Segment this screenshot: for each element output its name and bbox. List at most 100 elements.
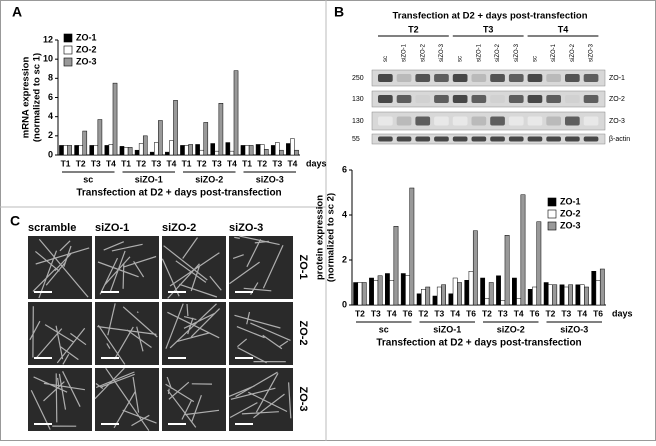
marker-label: 250 <box>352 75 364 82</box>
bar <box>496 275 501 306</box>
bar <box>393 226 399 306</box>
bar <box>436 286 442 306</box>
bar <box>527 289 533 306</box>
bar <box>119 146 125 156</box>
bar <box>142 135 148 156</box>
y-tick-label: 6 <box>342 164 347 174</box>
blot-title: Transfection at D2 + days post-transfect… <box>392 11 587 22</box>
blot-band <box>415 74 431 82</box>
cell-border <box>97 241 157 295</box>
cell-border <box>30 371 85 430</box>
bar <box>229 150 235 156</box>
bar <box>532 286 537 306</box>
blot-band <box>508 116 524 126</box>
group-label: siZO-2 <box>195 174 223 184</box>
bar <box>448 293 454 306</box>
lane-label: siZO-2 <box>495 43 501 62</box>
row-label: ZO-1 <box>297 254 309 279</box>
x-tick-label: T3 <box>272 158 282 168</box>
legend-swatch <box>547 197 557 207</box>
lane-label: siZO-2 <box>570 43 576 62</box>
bar <box>452 277 458 306</box>
bar <box>214 150 220 156</box>
x-tick-label: T2 <box>76 158 86 168</box>
bar <box>500 300 506 306</box>
x-tick-label: T3 <box>561 308 571 318</box>
y-tick-label: 10 <box>43 54 53 64</box>
x-tick-label: T3 <box>371 308 381 318</box>
bar <box>480 277 486 306</box>
column-label: scramble <box>28 222 76 234</box>
blot-band <box>434 95 449 103</box>
legend-swatch <box>547 209 557 219</box>
y-axis-label: (normalized to sc 2) <box>326 193 337 282</box>
x-tick-label: T2 <box>482 308 492 318</box>
bar <box>59 145 64 156</box>
micrograph <box>95 236 159 299</box>
bar <box>97 119 103 156</box>
blot-band <box>583 95 599 103</box>
bar <box>543 282 549 306</box>
bar <box>290 138 295 156</box>
bar <box>93 145 99 156</box>
y-tick-label: 8 <box>48 73 53 83</box>
x-tick-label: T3 <box>151 158 161 168</box>
x-tick-label: T4 <box>227 158 237 168</box>
legend-label: ZO-2 <box>76 44 97 54</box>
blot-band <box>508 95 524 103</box>
blot-band <box>508 74 524 82</box>
blot-band <box>583 74 599 82</box>
x-tick-label: T4 <box>387 308 397 318</box>
column-label: siZO-2 <box>162 222 196 234</box>
blot-band <box>471 136 487 142</box>
bar <box>584 286 589 306</box>
blot-band <box>378 136 393 142</box>
blot-band <box>396 136 412 142</box>
blot-band <box>490 95 505 103</box>
blot-band <box>546 95 561 103</box>
blot-band <box>490 116 505 126</box>
blot-band <box>565 95 580 103</box>
bar <box>405 275 410 306</box>
bar <box>112 82 118 156</box>
blot-strip <box>371 111 606 131</box>
bar <box>138 143 144 156</box>
bar <box>89 145 95 156</box>
x-tick-label: T4 <box>106 158 116 168</box>
blot-band <box>415 136 431 142</box>
bar <box>472 230 478 306</box>
bar <box>248 145 254 156</box>
x-unit: days <box>306 158 327 168</box>
y-axis-label: protein expression <box>315 195 326 280</box>
blot-band <box>546 74 561 82</box>
blot-band <box>452 95 468 103</box>
bar <box>286 143 291 156</box>
blot-band <box>396 74 412 82</box>
blot-band <box>546 116 561 126</box>
blot-band <box>527 95 543 103</box>
blot-band <box>471 116 487 126</box>
legend-swatch <box>63 33 73 43</box>
micrograph <box>229 302 293 365</box>
group-label: siZO-1 <box>433 324 461 334</box>
micrograph <box>162 236 226 299</box>
x-tick-label: T4 <box>577 308 587 318</box>
y-tick-label: 0 <box>342 299 347 309</box>
blot-strip <box>371 69 606 87</box>
bar <box>169 140 174 156</box>
panel-label: A <box>12 4 22 20</box>
marker-label: 55 <box>352 136 360 143</box>
bar <box>233 70 239 156</box>
x-tick-label: T4 <box>514 308 524 318</box>
x-tick-label: T6 <box>593 308 603 318</box>
blot-band <box>508 136 524 142</box>
bar <box>108 144 114 156</box>
bar <box>67 145 72 156</box>
bar <box>468 271 474 306</box>
bar <box>263 149 269 156</box>
bar <box>275 142 280 156</box>
bar <box>357 282 363 306</box>
x-tick-label: T4 <box>450 308 460 318</box>
bar <box>579 284 585 306</box>
